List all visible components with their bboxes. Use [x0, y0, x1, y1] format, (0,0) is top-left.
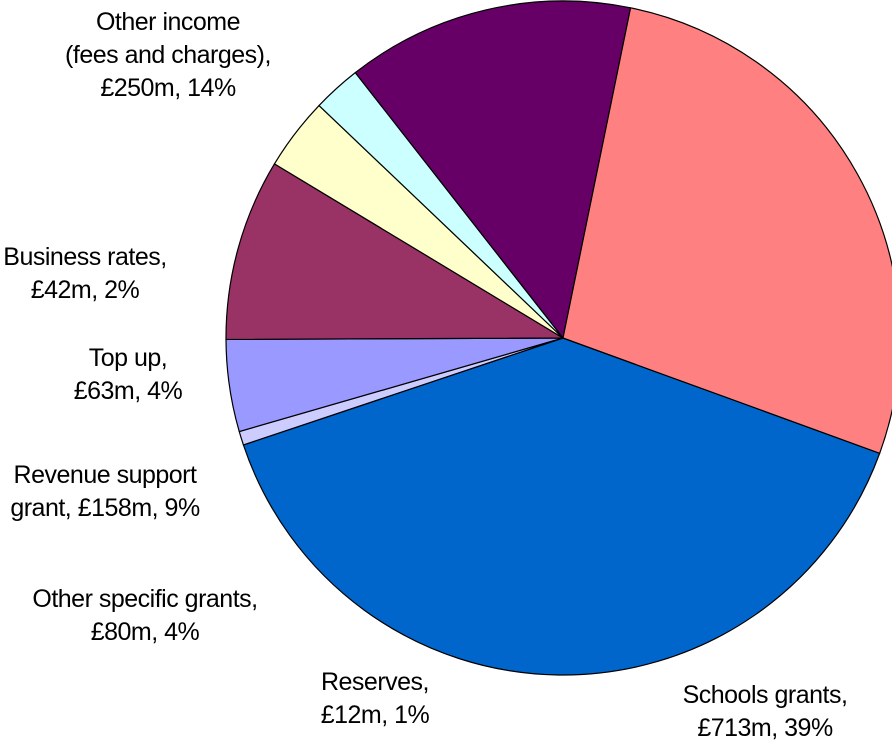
slice-label-line: Top up,: [89, 344, 168, 372]
slice-label-line: Other specific grants,: [32, 585, 257, 613]
slice-label-line: Reserves,: [321, 668, 429, 696]
slice-label-0: Schools grants, £713m, 39%: [683, 681, 848, 742]
slice-label-line: £42m, 2%: [31, 276, 140, 304]
slice-label-2: Other specific grants, £80m, 4%: [32, 585, 257, 646]
slice-label-line: Business rates,: [3, 243, 166, 271]
slice-label-line: £713m, 39%: [697, 714, 833, 742]
slice-label-line: £63m, 4%: [74, 377, 183, 405]
slice-label-5: Business rates, £42m, 2%: [3, 243, 166, 304]
pie-slice-6: [354, 0, 632, 339]
slice-label-line: £250m, 14%: [100, 74, 236, 102]
slice-label-line: Revenue support: [14, 461, 197, 489]
slice-label-line: £12m, 1%: [321, 701, 430, 729]
pie-slice-0: [242, 337, 881, 676]
slice-label-4: Top up, £63m, 4%: [74, 344, 183, 405]
slice-label-3: Revenue support grant, £158m, 9%: [10, 461, 200, 522]
slice-label-line: Schools grants,: [683, 681, 848, 709]
pie-slice-7: [562, 7, 892, 454]
slice-label-7: Other income (fees and charges), £250m, 14…: [65, 8, 271, 102]
slice-label-line: £80m, 4%: [91, 618, 200, 646]
slice-labels: Schools grants, £713m, 39% Reserves, £12m, …: [3, 8, 848, 742]
slice-label-line: (fees and charges),: [65, 41, 271, 69]
slice-label-1: Reserves, £12m, 1%: [321, 668, 430, 729]
slice-label-line: Other income: [96, 8, 240, 36]
pie-slices: [225, 0, 892, 676]
pie-slice-3: [225, 163, 564, 341]
slice-label-line: grant, £158m, 9%: [10, 494, 200, 522]
